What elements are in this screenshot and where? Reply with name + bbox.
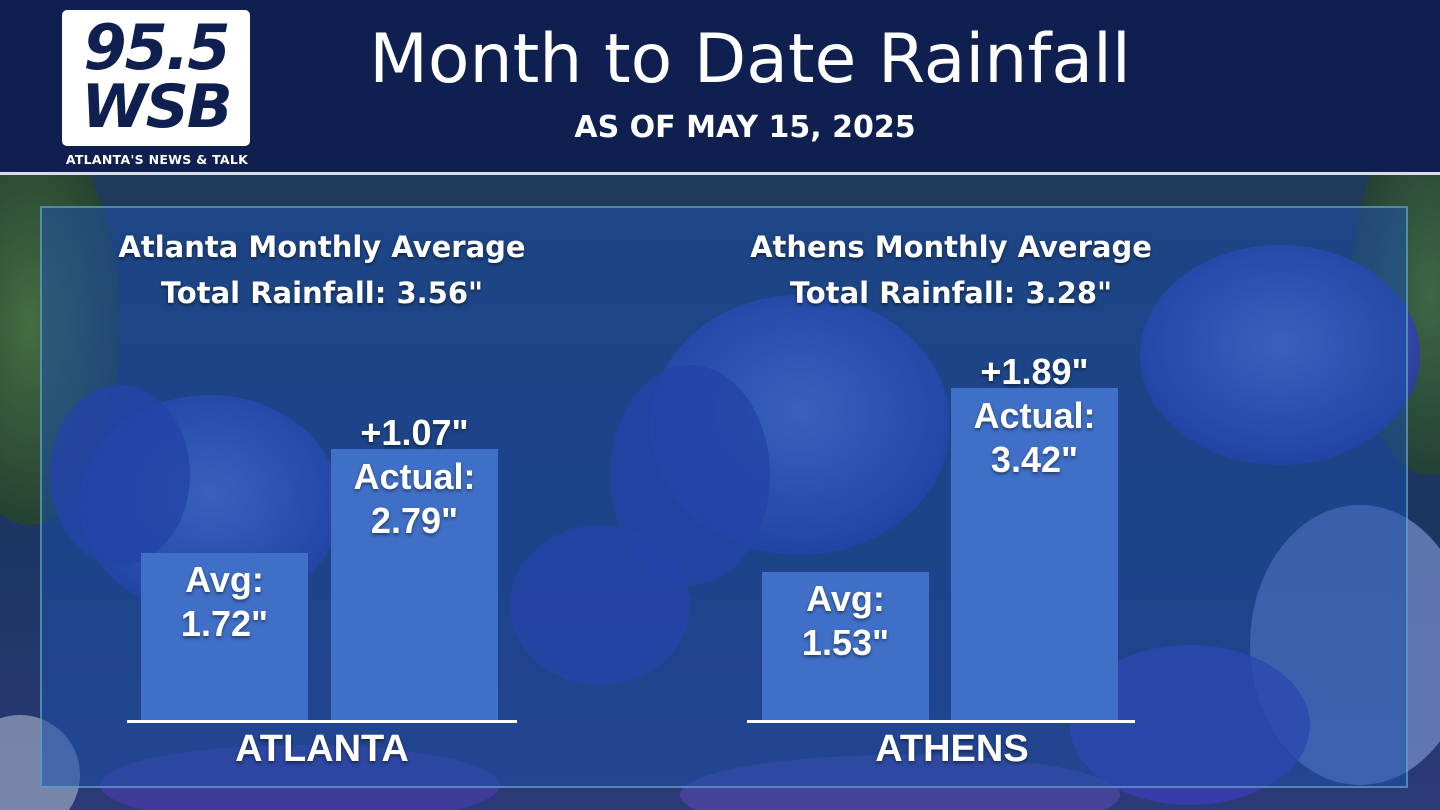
header-banner: 95.5 WSB ATLANTA'S NEWS & TALK Month to … [0, 0, 1440, 175]
athens-diff-label: +1.89" [980, 351, 1089, 393]
athens-avg-label: Avg: 1.53" [742, 577, 949, 665]
station-logo: 95.5 WSB [62, 10, 250, 146]
athens-actual-bar [951, 388, 1118, 720]
logo-callsign: WSB [81, 72, 232, 142]
athens-avg-label-line1: Avg: [806, 577, 885, 619]
atlanta-category-label: ATLANTA [235, 728, 409, 770]
athens-title-line1: Athens Monthly Average [750, 230, 1152, 264]
athens-actual-label-line1: Actual: [973, 395, 1096, 437]
logo-tagline: ATLANTA'S NEWS & TALK [65, 152, 249, 167]
atlanta-avg-label: Avg: 1.72" [121, 558, 328, 646]
atlanta-actual-bar [331, 449, 498, 720]
athens-baseline [747, 720, 1135, 723]
athens-title-line2: Total Rainfall: 3.28" [789, 276, 1113, 310]
atlanta-diff-label: +1.07" [360, 412, 469, 454]
atlanta-avg-label-line1: Avg: [185, 559, 264, 601]
atlanta-title-line2: Total Rainfall: 3.56" [160, 276, 484, 310]
athens-title: Athens Monthly Average Total Rainfall: 3… [716, 224, 1186, 316]
athens-actual-label: +1.89" Actual: 3.42" [931, 350, 1138, 482]
atlanta-actual-label-line1: Actual: [353, 456, 476, 498]
atlanta-baseline [127, 720, 517, 723]
atlanta-title-line1: Atlanta Monthly Average [118, 230, 526, 264]
athens-avg-label-line2: 1.53" [801, 621, 890, 663]
logo-frequency: 95.5 [83, 11, 231, 84]
atlanta-actual-label-line2: 2.79" [370, 500, 459, 542]
atlanta-actual-label: +1.07" Actual: 2.79" [311, 411, 518, 543]
athens-avg-bar [762, 571, 929, 720]
atlanta-avg-bar [141, 553, 308, 720]
atlanta-title: Atlanta Monthly Average Total Rainfall: … [90, 224, 554, 316]
page-subtitle: AS OF MAY 15, 2025 [574, 110, 916, 145]
page-title: Month to Date Rainfall [369, 20, 1131, 99]
atlanta-avg-label-line2: 1.72" [180, 603, 269, 645]
athens-category-label: ATHENS [875, 728, 1029, 770]
athens-actual-label-line2: 3.42" [990, 439, 1079, 481]
